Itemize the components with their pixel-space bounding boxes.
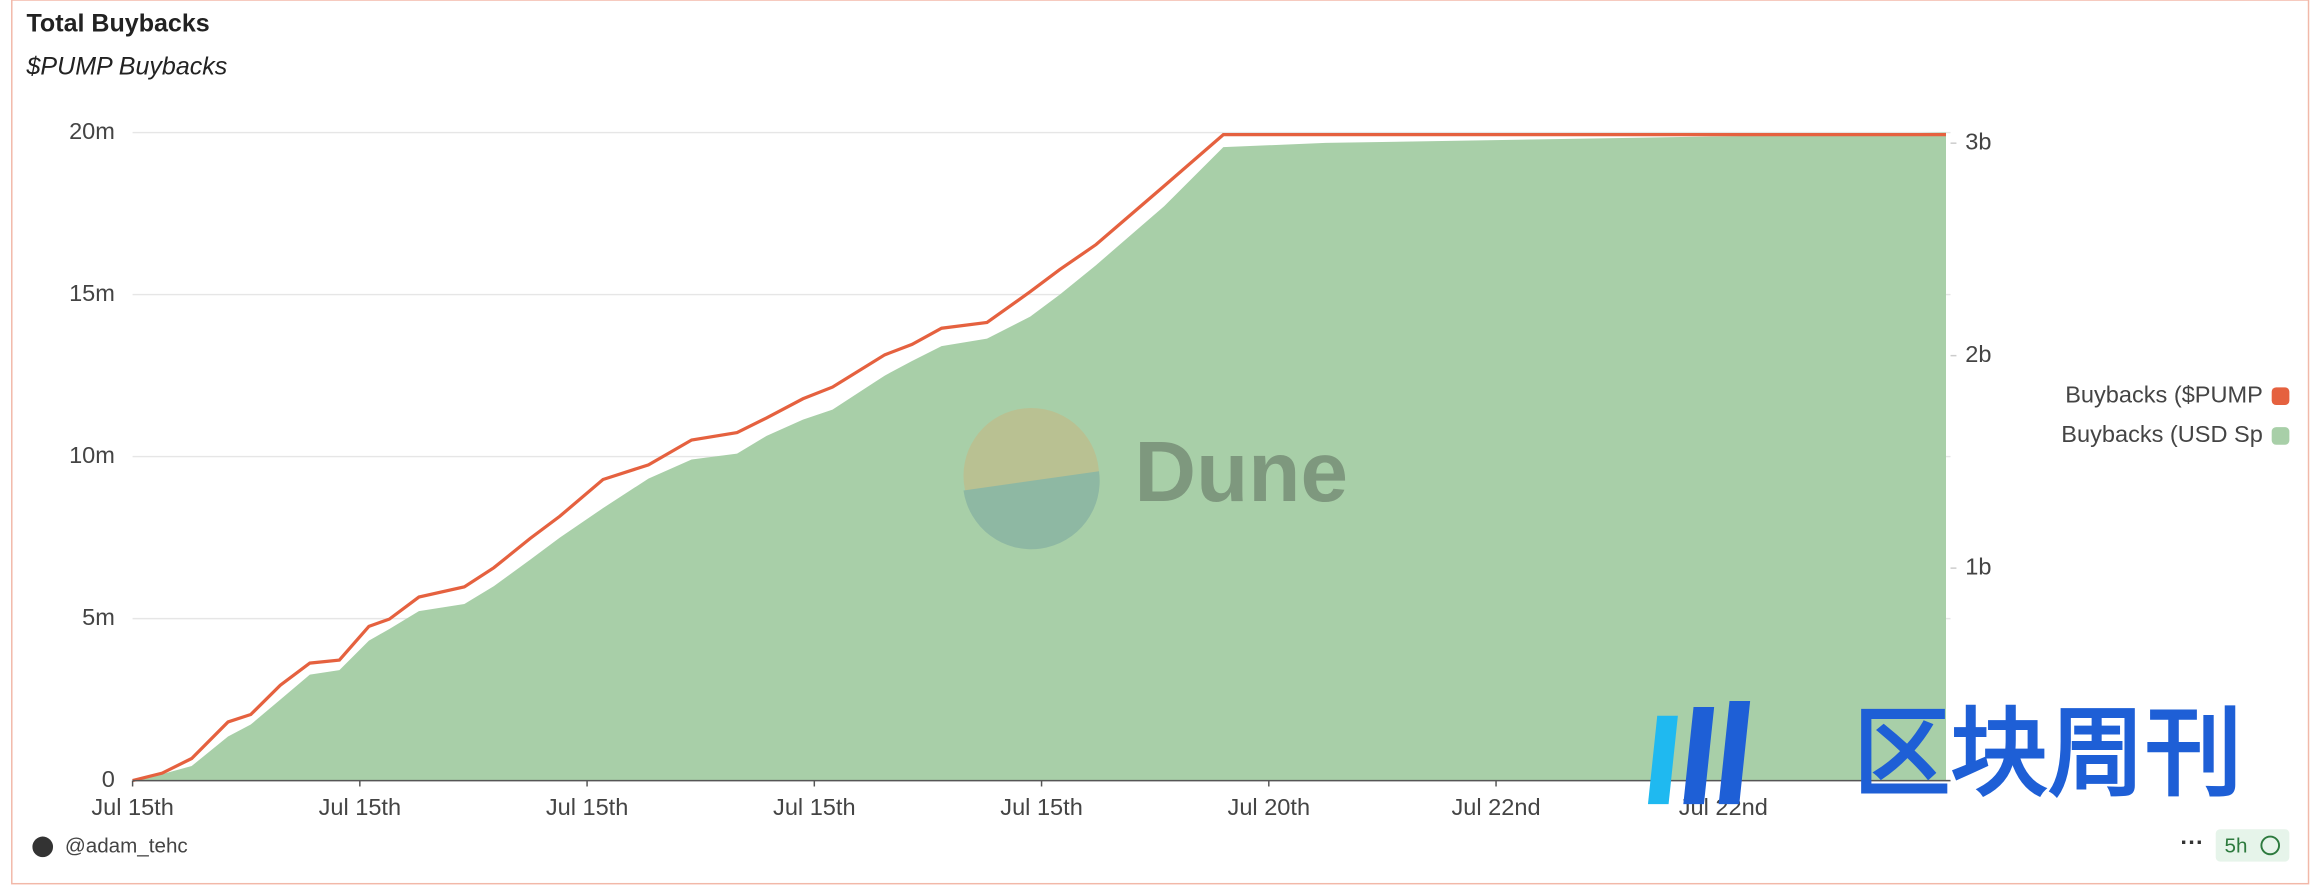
watermark: Dune bbox=[963, 407, 1348, 550]
chart-title: Total Buybacks bbox=[27, 10, 210, 38]
legend-swatch bbox=[2271, 427, 2290, 445]
logo-bar bbox=[1718, 701, 1751, 805]
logo-bar bbox=[1683, 706, 1715, 805]
watermark-logo bbox=[963, 471, 1100, 550]
y-tick-label: 10m bbox=[69, 442, 115, 468]
watermark-text: Dune bbox=[1134, 425, 1348, 520]
line bbox=[132, 133, 1946, 783]
x-tick-label: Jul 15th bbox=[319, 794, 401, 820]
updated: 5h bbox=[2225, 834, 2248, 857]
author: @adam_tehc bbox=[65, 834, 188, 857]
watermark-logo bbox=[963, 407, 1100, 544]
legend-label: Buybacks ($PUMP bbox=[2065, 381, 2263, 407]
overlay-logo: 区块周刊 bbox=[1647, 699, 2242, 808]
legend-swatch bbox=[2271, 387, 2290, 406]
y2-tick-label: 2b bbox=[1965, 341, 1991, 367]
x-tick-label: Jul 15th bbox=[546, 794, 628, 820]
chart-subtitle: $PUMP Buybacks bbox=[26, 52, 228, 80]
legend-label: Buybacks (USD Sp bbox=[2061, 421, 2263, 447]
x-tick-label: Jul 20th bbox=[1228, 794, 1310, 820]
check-icon bbox=[2260, 835, 2281, 856]
menu-icon[interactable]: ··· bbox=[2180, 829, 2204, 855]
overlay-text: 区块周刊 bbox=[1853, 699, 2242, 808]
x-tick-label: Jul 15th bbox=[1000, 794, 1082, 820]
y-tick-label: 5m bbox=[82, 604, 115, 630]
area bbox=[132, 132, 1946, 781]
x-tick-label: Jul 15th bbox=[773, 794, 855, 820]
y-tick-label: 20m bbox=[69, 118, 115, 144]
x-tick-label: Jul 22nd bbox=[1452, 794, 1541, 820]
y2-tick-label: 3b bbox=[1965, 128, 1991, 154]
author-avatar bbox=[32, 836, 54, 858]
y-tick-label: 15m bbox=[69, 280, 115, 306]
x-tick-label: Jul 15th bbox=[91, 794, 173, 820]
y-tick-label: 0 bbox=[102, 766, 115, 792]
y2-tick-label: 1b bbox=[1965, 553, 1991, 579]
plot: 0 5m 10m 15m 20m 1b 2b 3b Jul 15th Jul 15th Jul 15… bbox=[69, 118, 1991, 820]
logo-bar bbox=[1647, 715, 1678, 805]
